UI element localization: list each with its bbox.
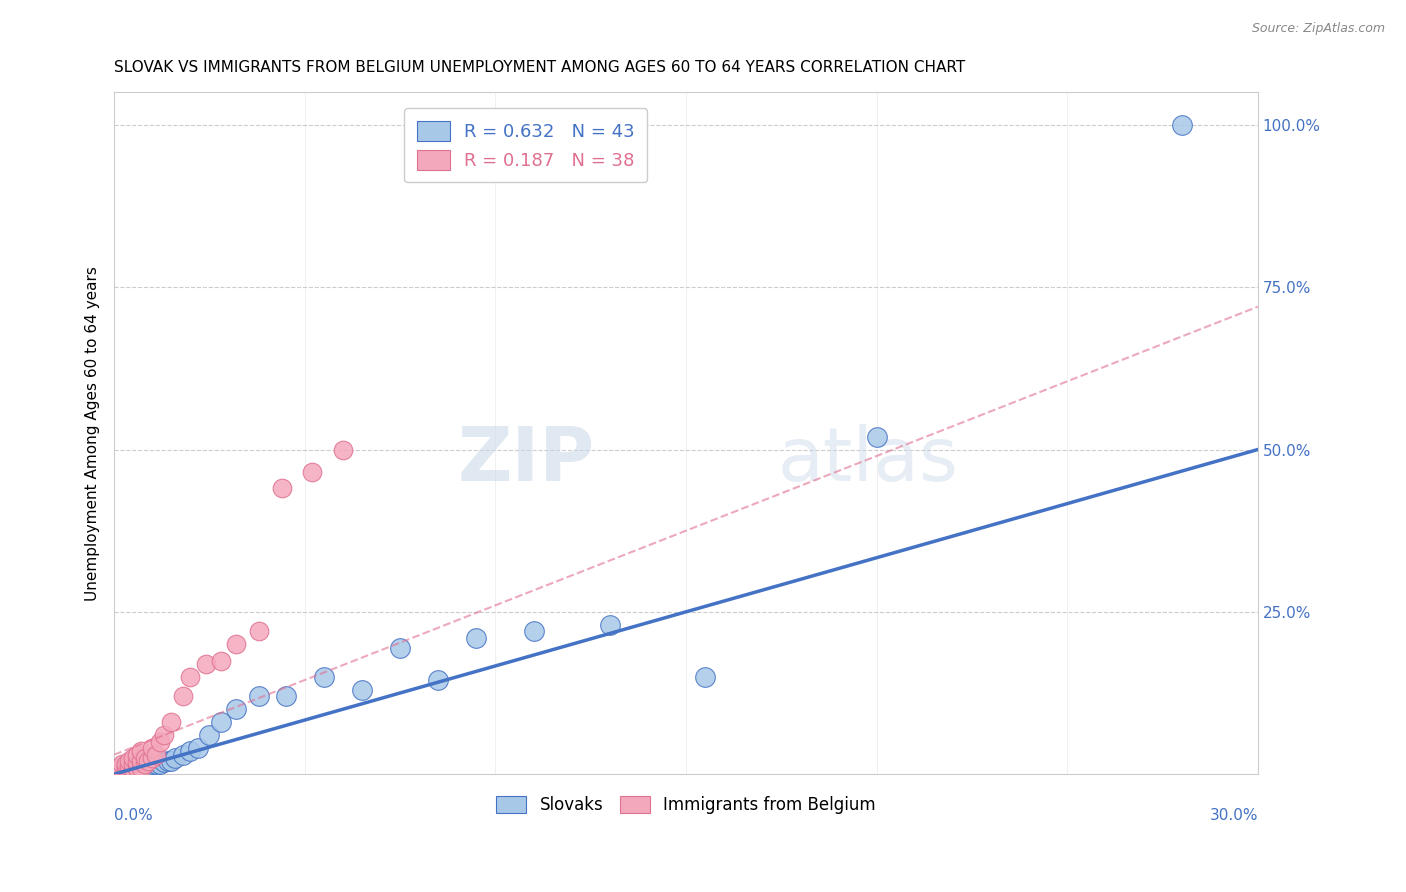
- Point: [172, 747, 194, 762]
- Text: 30.0%: 30.0%: [1209, 808, 1258, 823]
- Point: [389, 640, 412, 655]
- Point: [129, 744, 152, 758]
- Point: [122, 757, 145, 772]
- Point: [122, 761, 145, 775]
- Point: [122, 764, 145, 778]
- Point: [129, 761, 152, 775]
- Point: [225, 702, 247, 716]
- Point: [160, 715, 183, 730]
- Point: [172, 690, 194, 704]
- Point: [165, 751, 187, 765]
- Point: [118, 764, 141, 778]
- Point: [274, 690, 297, 704]
- Point: [111, 764, 134, 778]
- Point: [114, 761, 136, 775]
- Point: [114, 764, 136, 778]
- Point: [111, 757, 134, 772]
- Point: [145, 747, 167, 762]
- Point: [129, 754, 152, 768]
- Point: [350, 682, 373, 697]
- Point: [152, 728, 174, 742]
- Point: [141, 741, 163, 756]
- Point: [129, 761, 152, 775]
- Point: [152, 756, 174, 770]
- Point: [179, 670, 201, 684]
- Point: [522, 624, 544, 639]
- Point: [125, 764, 148, 778]
- Point: [301, 465, 323, 479]
- Point: [194, 657, 217, 671]
- Point: [149, 757, 172, 772]
- Point: [114, 764, 136, 778]
- Point: [149, 734, 172, 748]
- Point: [225, 637, 247, 651]
- Point: [111, 762, 134, 776]
- Point: [465, 631, 488, 645]
- Point: [141, 761, 163, 775]
- Text: ZIP: ZIP: [457, 424, 595, 497]
- Point: [134, 757, 156, 772]
- Point: [134, 759, 156, 773]
- Point: [125, 761, 148, 775]
- Text: atlas: atlas: [778, 424, 959, 497]
- Point: [312, 670, 335, 684]
- Point: [209, 715, 232, 730]
- Point: [118, 762, 141, 776]
- Point: [134, 751, 156, 765]
- Point: [138, 762, 160, 776]
- Point: [125, 761, 148, 775]
- Point: [118, 762, 141, 776]
- Point: [114, 757, 136, 772]
- Point: [693, 670, 716, 684]
- Point: [138, 759, 160, 773]
- Point: [332, 442, 354, 457]
- Text: 0.0%: 0.0%: [114, 808, 153, 823]
- Point: [271, 482, 294, 496]
- Text: SLOVAK VS IMMIGRANTS FROM BELGIUM UNEMPLOYMENT AMONG AGES 60 TO 64 YEARS CORRELA: SLOVAK VS IMMIGRANTS FROM BELGIUM UNEMPL…: [114, 60, 966, 75]
- Point: [145, 757, 167, 772]
- Point: [122, 762, 145, 776]
- Y-axis label: Unemployment Among Ages 60 to 64 years: Unemployment Among Ages 60 to 64 years: [86, 266, 100, 600]
- Point: [160, 754, 183, 768]
- Point: [198, 728, 221, 742]
- Point: [114, 761, 136, 775]
- Point: [129, 764, 152, 778]
- Point: [122, 751, 145, 765]
- Point: [247, 690, 270, 704]
- Point: [107, 761, 129, 775]
- Point: [187, 741, 209, 756]
- Point: [134, 762, 156, 776]
- Point: [1170, 118, 1192, 132]
- Point: [209, 653, 232, 667]
- Point: [247, 624, 270, 639]
- Point: [179, 744, 201, 758]
- Text: Source: ZipAtlas.com: Source: ZipAtlas.com: [1251, 22, 1385, 36]
- Point: [111, 762, 134, 776]
- Point: [141, 751, 163, 765]
- Legend: Slovaks, Immigrants from Belgium: Slovaks, Immigrants from Belgium: [489, 789, 883, 821]
- Point: [138, 754, 160, 768]
- Point: [156, 754, 179, 768]
- Point: [599, 617, 621, 632]
- Point: [427, 673, 450, 687]
- Point: [141, 757, 163, 772]
- Point: [118, 759, 141, 773]
- Point: [125, 747, 148, 762]
- Point: [118, 754, 141, 768]
- Point: [125, 756, 148, 770]
- Point: [865, 429, 887, 443]
- Point: [107, 764, 129, 778]
- Point: [111, 764, 134, 778]
- Point: [107, 764, 129, 778]
